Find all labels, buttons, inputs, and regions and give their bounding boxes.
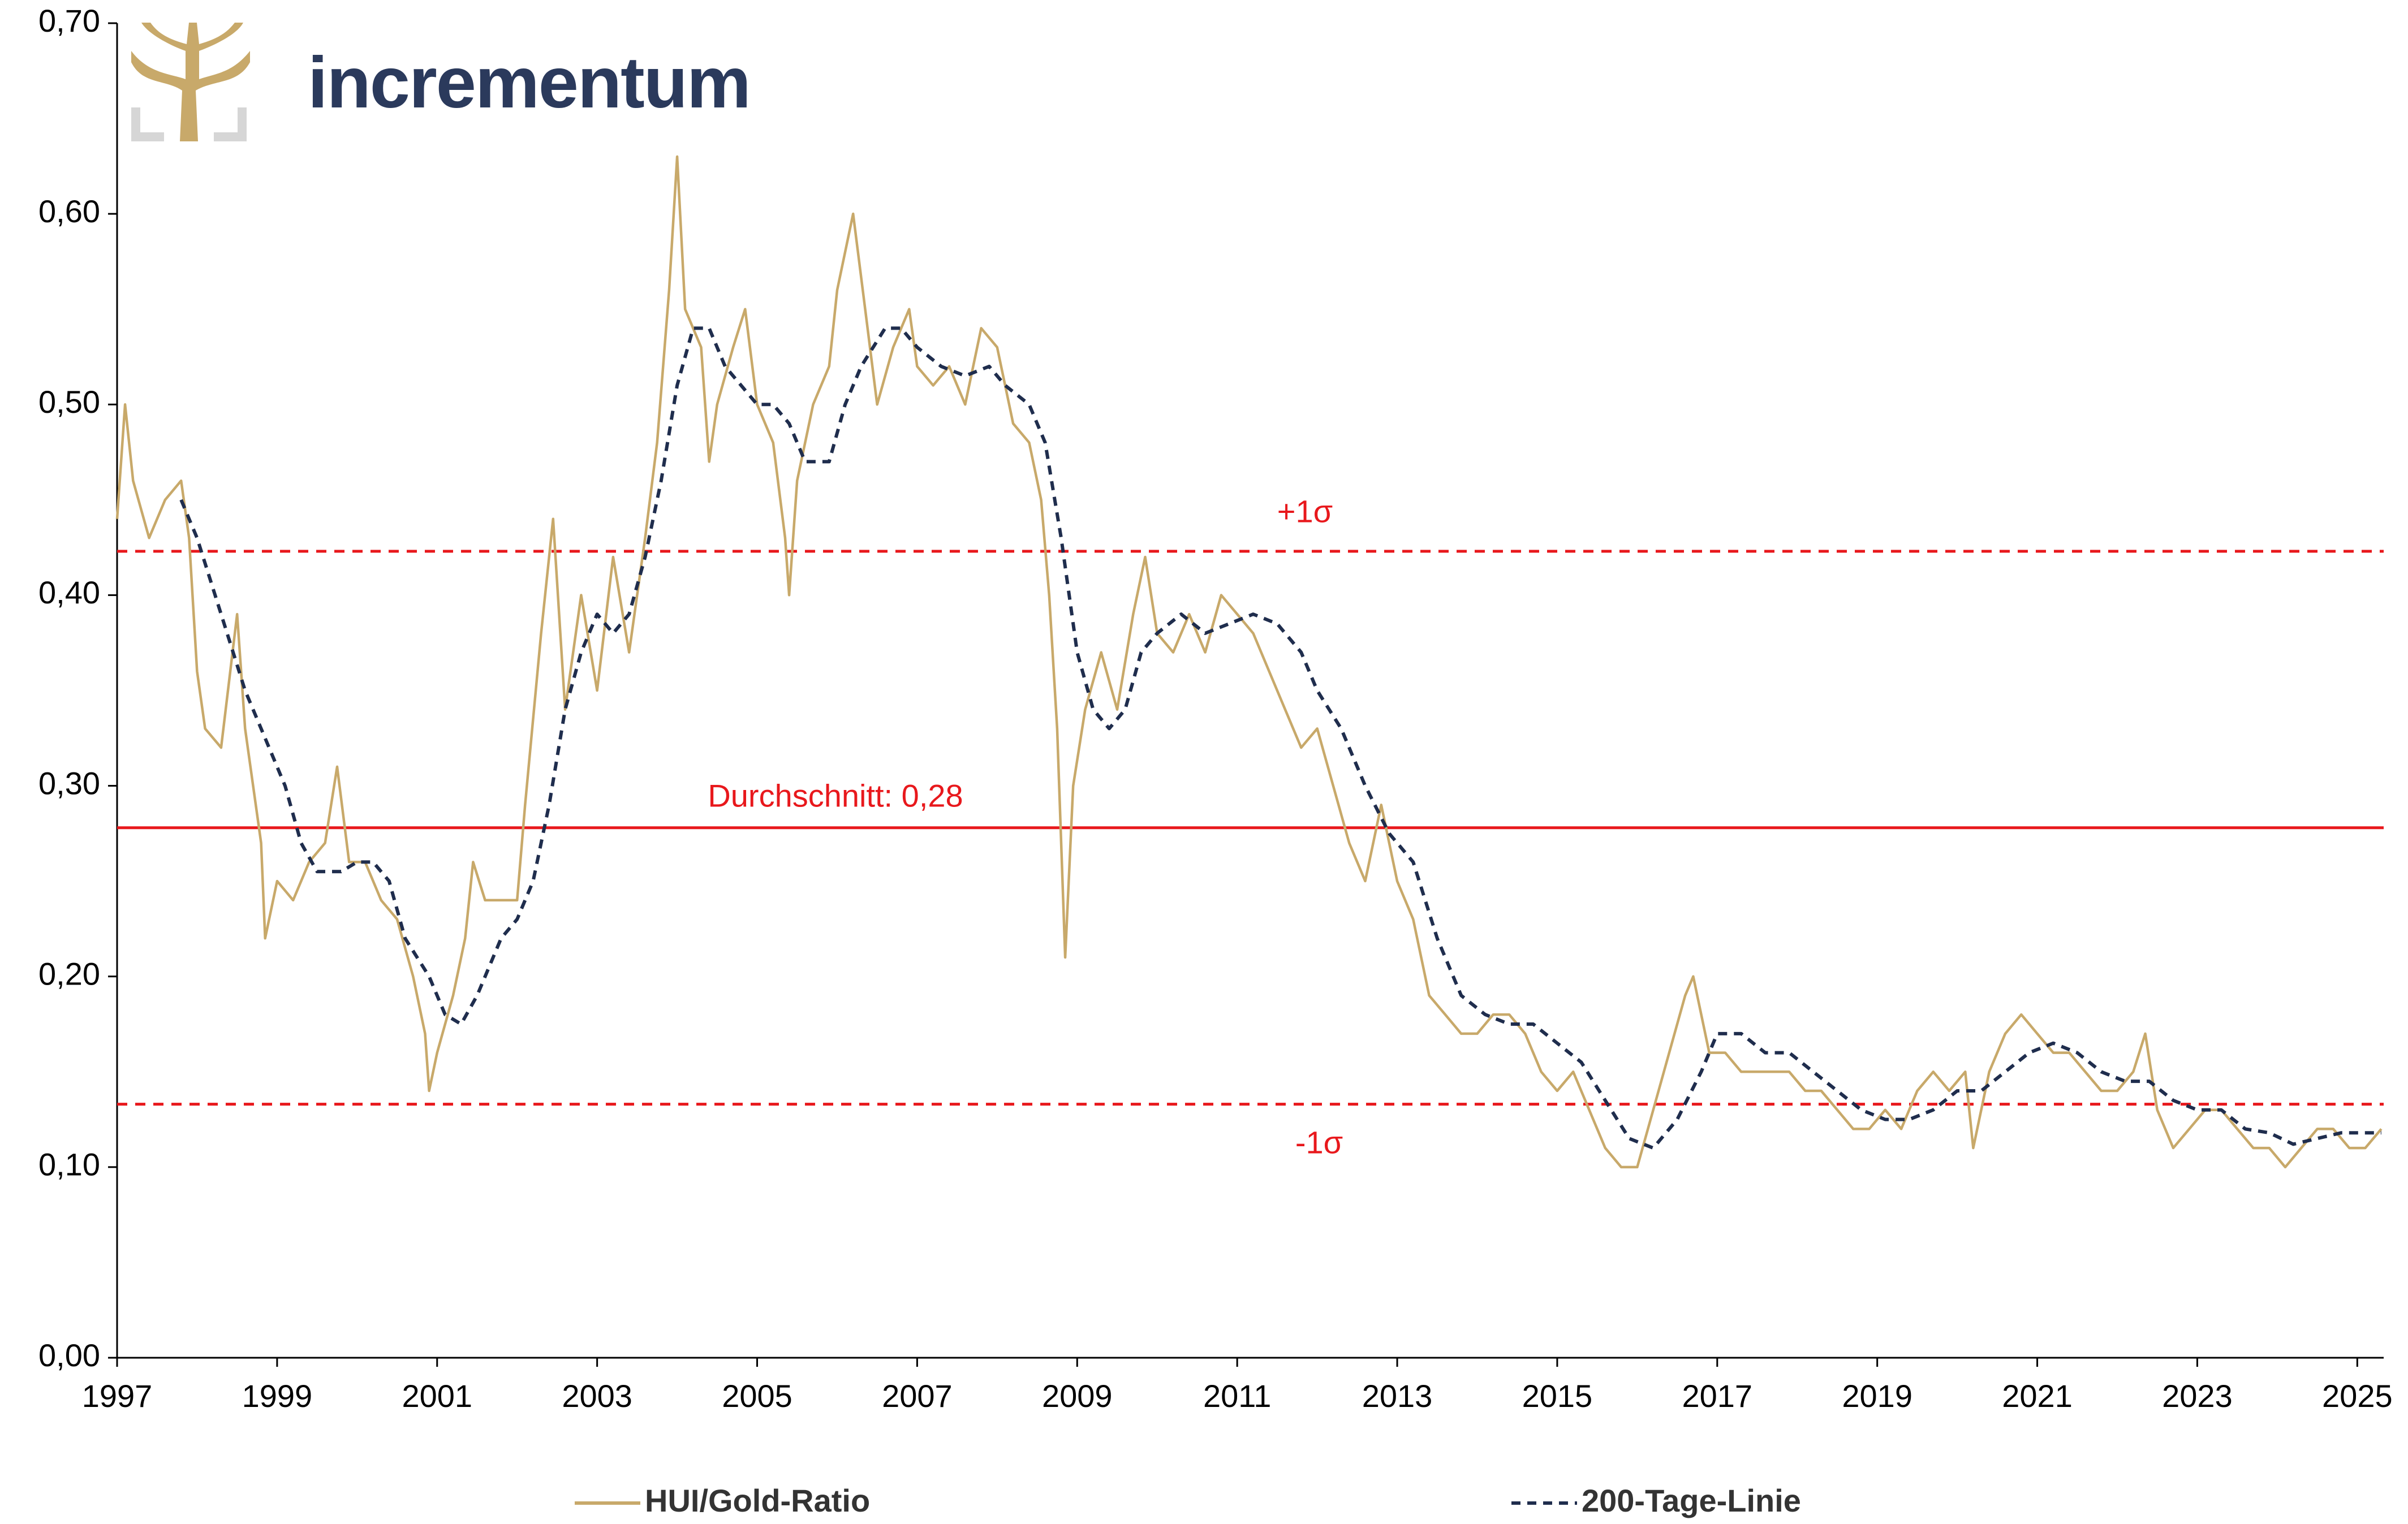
series-line: [115, 155, 2383, 1169]
reference-label: Durchschnitt: 0,28: [708, 778, 963, 814]
x-tick-label: 2019: [1842, 1378, 1912, 1414]
y-tick-label: 0,50: [38, 384, 100, 420]
logo-icon: [131, 23, 250, 141]
x-tick-label: 1997: [82, 1378, 153, 1414]
y-tick-label: 0,30: [38, 765, 100, 801]
y-tick-label: 0,00: [38, 1337, 100, 1373]
y-tick-label: 0,40: [38, 575, 100, 610]
x-tick-label: 2005: [722, 1378, 792, 1414]
x-tick-label: 2013: [1362, 1378, 1433, 1414]
x-tick-label: 2001: [402, 1378, 472, 1414]
x-tick-label: 2015: [1522, 1378, 1593, 1414]
x-tick-label: 2009: [1042, 1378, 1113, 1414]
x-tick-label: 2023: [2162, 1378, 2233, 1414]
x-tick-label: 2003: [562, 1378, 632, 1414]
reference-label: +1σ: [1277, 494, 1333, 529]
y-tick-label: 0,60: [38, 193, 100, 229]
reference-label: -1σ: [1295, 1124, 1343, 1160]
legend-label: 200-Tage-Linie: [1582, 1483, 1801, 1518]
legend-label: HUI/Gold-Ratio: [645, 1483, 870, 1518]
x-tick-label: 2017: [1682, 1378, 1753, 1414]
y-tick-label: 0,70: [38, 3, 100, 38]
y-tick-label: 0,10: [38, 1147, 100, 1182]
y-tick-label: 0,20: [38, 956, 100, 992]
series-line: [179, 326, 2381, 1150]
x-tick-label: 2021: [2002, 1378, 2073, 1414]
brand-name: incrementum: [308, 42, 750, 123]
x-tick-label: 2007: [882, 1378, 953, 1414]
x-tick-label: 1999: [242, 1378, 313, 1414]
x-tick-label: 2025: [2322, 1378, 2393, 1414]
x-tick-label: 2011: [1203, 1378, 1271, 1414]
